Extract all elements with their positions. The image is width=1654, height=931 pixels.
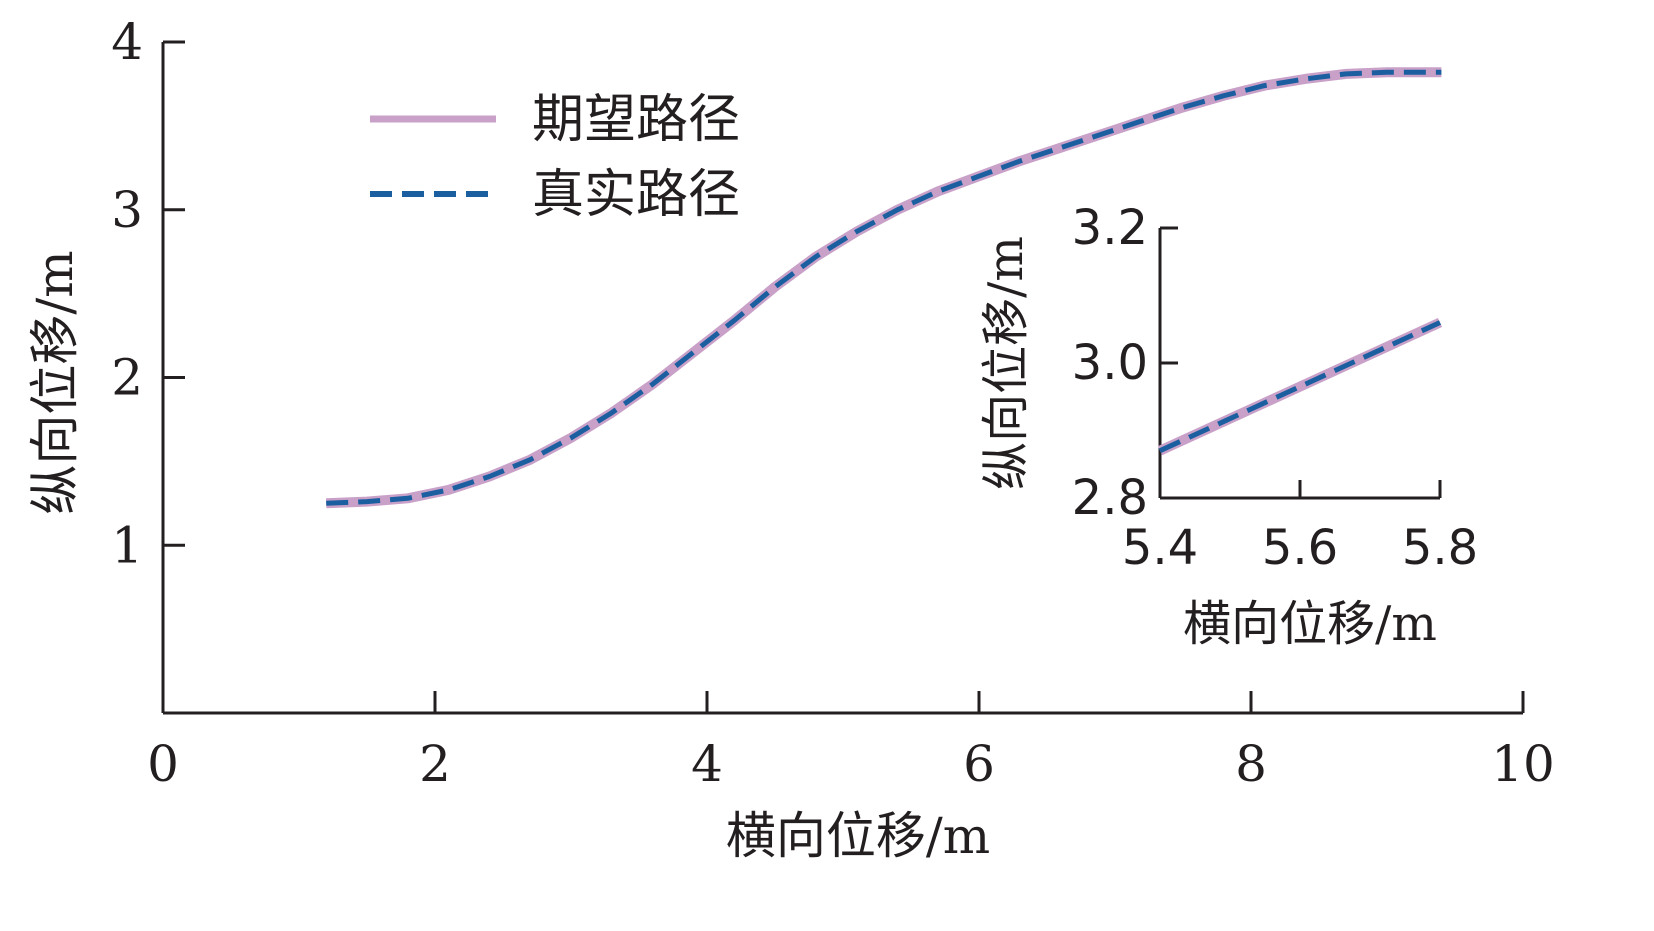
- inset-x-tick-label: 5.8: [1402, 520, 1478, 576]
- x-tick-label: 0: [147, 735, 179, 793]
- inset-series-actual-path-line: [1158, 320, 1442, 453]
- x-axis-label: 横向位移/m: [726, 807, 990, 865]
- legend-label-desired-path: 期望路径: [532, 90, 740, 150]
- y-tick-label: 3: [111, 181, 143, 239]
- y-tick-label: 2: [111, 349, 143, 407]
- series-desired-path-line: [325, 67, 1442, 509]
- y-axis-label: 纵向位移/m: [26, 250, 84, 514]
- inset-x-axis-label: 横向位移/m: [1183, 596, 1437, 652]
- inset-plot: 5.4 5.6 5.8 2.8 3.0 3.2 横向位移/m 纵向位移/m: [978, 200, 1478, 652]
- legend-label-actual-path: 真实路径: [532, 165, 740, 225]
- x-tick-label: 8: [1235, 735, 1267, 793]
- x-tick-label: 6: [963, 735, 995, 793]
- inset-x-tick-label: 5.4: [1122, 520, 1198, 576]
- inset-x-tick-label: 5.6: [1262, 520, 1338, 576]
- y-tick-label: 4: [111, 13, 143, 71]
- inset-y-tick-label: 3.0: [1072, 335, 1148, 391]
- y-tick-label: 1: [111, 516, 143, 574]
- inset-y-tick-label: 3.2: [1072, 200, 1148, 256]
- x-tick-label: 4: [691, 735, 723, 793]
- x-tick-label: 10: [1491, 735, 1555, 793]
- series-actual-path-line: [326, 69, 1442, 506]
- inset-y-axis-label: 纵向位移/m: [978, 236, 1034, 490]
- x-tick-label: 2: [419, 735, 451, 793]
- inset-y-tick-label: 2.8: [1072, 470, 1148, 526]
